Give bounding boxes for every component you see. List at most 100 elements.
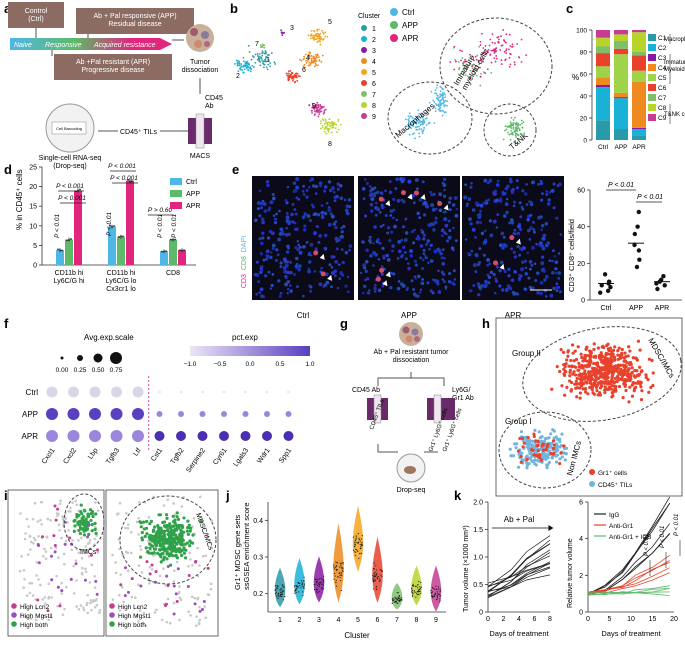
group-APR-cell — [449, 61, 452, 63]
e-nucleus — [262, 202, 267, 206]
h-til-cell — [543, 437, 548, 441]
e-nucleus — [530, 263, 534, 267]
e-nucleus — [373, 186, 377, 190]
e-nucleus — [323, 246, 328, 251]
d-xtick-label: CD11b hi Ly6C/G lo Cx3cr1 lo — [106, 270, 137, 293]
e-nucleus — [541, 255, 545, 259]
e-nucleus — [376, 207, 381, 212]
e-nucleus — [498, 284, 502, 288]
cluster-8-cell — [331, 120, 333, 123]
h-til-cell — [550, 456, 555, 460]
e-nucleus — [416, 236, 421, 241]
i-bg-cell — [29, 548, 32, 551]
f-dot-Ltf-APP — [132, 408, 144, 420]
e-nucleus — [395, 177, 399, 181]
h-til-cell — [513, 442, 517, 446]
h-gr1-cell — [581, 381, 585, 385]
cluster-4-cell — [310, 59, 313, 62]
e-nucleus — [499, 199, 503, 203]
cluster-1-cell — [273, 61, 276, 64]
d-pvalue: P < 0.01 — [157, 213, 164, 238]
group-Ctrl-cell — [433, 101, 436, 103]
e-nucleus — [532, 228, 536, 231]
h-gr1-cell — [585, 381, 589, 385]
cd45-ab-label: CD45 Ab — [205, 95, 223, 110]
e-nucleus — [320, 204, 324, 207]
i-both-cell — [84, 517, 88, 521]
group-Ctrl-cell — [408, 133, 411, 136]
j-jitter-point — [295, 591, 297, 594]
j-jitter-point — [373, 575, 376, 578]
e-nucleus — [545, 193, 549, 196]
j-jitter-point — [282, 585, 284, 587]
cluster-1-cell — [258, 57, 261, 60]
cluster-6-cell — [291, 75, 294, 78]
j-jitter-point — [274, 585, 276, 587]
e-arrowhead — [443, 204, 449, 211]
cluster-8-cell — [323, 128, 326, 131]
h-gr1-cell — [519, 460, 523, 464]
i-both-cell — [176, 536, 181, 541]
i-bg-cell — [60, 592, 63, 595]
j-jitter-point — [411, 590, 413, 592]
e-arrowhead — [385, 271, 391, 278]
cluster-4-cell — [313, 65, 316, 68]
e-nucleus — [431, 207, 436, 212]
g-title: Ab + Pal resistant tumor dissociation — [374, 349, 450, 364]
j-jitter-point — [401, 599, 403, 601]
umap-groups — [404, 29, 528, 144]
e-image-label: APP — [401, 311, 417, 320]
group-APR-cell — [462, 72, 465, 75]
group-Ctrl-cell — [407, 125, 410, 128]
h-gr1-cell — [614, 364, 618, 368]
d-ytick-label: 20 — [29, 184, 37, 191]
group-Ctrl-cell — [441, 88, 444, 90]
i-legend-dot — [11, 603, 17, 609]
j-jitter-point — [340, 573, 342, 575]
h-gr1-cell — [546, 442, 550, 446]
f-gene-label: Cxcl1 — [41, 447, 57, 465]
cluster-3-cell — [281, 31, 283, 34]
e-nucleus — [275, 212, 278, 216]
e-nucleus — [493, 291, 497, 295]
f-dot-Tgfb3-APP — [110, 408, 123, 420]
c-bar-Ctrl-C7 — [596, 46, 610, 54]
cluster-4-cell — [317, 56, 320, 58]
i-scatter — [18, 495, 213, 628]
j-jitter-point — [411, 585, 414, 587]
e-nucleus — [362, 241, 365, 244]
e-nucleus — [468, 289, 472, 293]
e-nucleus — [488, 262, 492, 266]
e-nucleus — [419, 244, 424, 248]
e-nucleus — [448, 272, 452, 276]
group-Ctrl-cell — [407, 127, 410, 130]
group-APR-cell — [479, 40, 482, 43]
cluster-9-cell — [320, 105, 323, 108]
i-both-cell — [73, 524, 77, 528]
apr-box-label: Ab +Pal resistant (APR) Progressive disea… — [76, 59, 150, 74]
cluster-legend-label-1: 1 — [372, 26, 376, 33]
i-both-cell — [162, 546, 166, 550]
group-APP-cell — [509, 125, 512, 128]
i-bg-cell — [75, 547, 79, 551]
e-nucleus — [388, 190, 393, 195]
group-APR-cell — [500, 59, 503, 61]
i-lcn2-cell — [54, 518, 58, 522]
h-til-cell — [533, 458, 537, 462]
h-til-cell — [557, 437, 562, 441]
i-bg-cell — [19, 612, 23, 616]
f-size-legend-dot — [93, 353, 103, 363]
i-bg-cell — [172, 502, 175, 505]
j-jitter-point — [360, 538, 362, 540]
c-legend-label-C4: C4 — [658, 65, 667, 72]
j-jitter-point — [395, 597, 397, 599]
e-nucleus — [447, 235, 452, 240]
h-gr1-cell — [614, 385, 618, 389]
e-nucleus — [318, 184, 323, 188]
e-nucleus — [269, 251, 273, 254]
cluster-1-cell — [261, 50, 264, 53]
e-nucleus — [513, 232, 517, 236]
e-nucleus — [271, 247, 275, 251]
j-jitter-point — [313, 588, 316, 591]
